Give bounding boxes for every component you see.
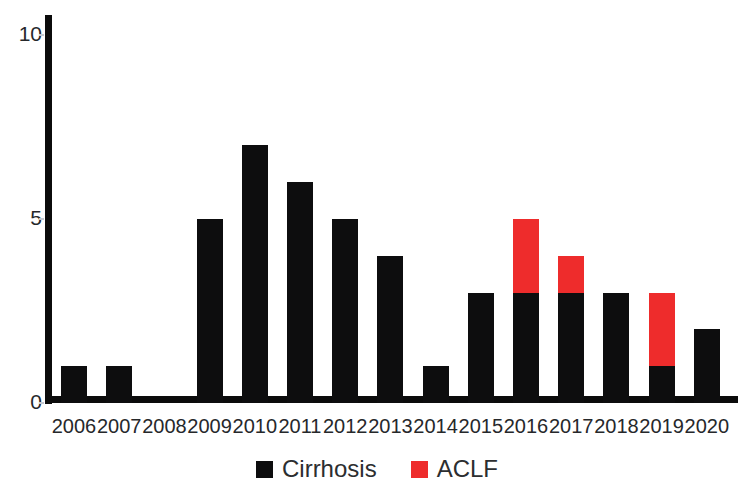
x-tick-label-2019: 2019 <box>639 414 684 438</box>
x-tick-label-2017: 2017 <box>549 414 594 438</box>
x-tick-label-2018: 2018 <box>594 414 639 438</box>
y-tick-mark-10 <box>39 34 44 36</box>
y-tick-mark-5 <box>39 218 44 220</box>
bar-2007 <box>106 366 132 403</box>
bar-2017 <box>558 256 584 403</box>
x-tick-label-2008: 2008 <box>142 414 187 438</box>
bar-2015 <box>468 293 494 403</box>
x-tick-label-2007: 2007 <box>97 414 142 438</box>
bar-2013 <box>377 256 403 403</box>
x-tick-label-2006: 2006 <box>51 414 96 438</box>
x-tick-label-2010: 2010 <box>232 414 277 438</box>
bar-segment-aclf-2017 <box>558 256 584 293</box>
legend-item-cirrhosis: Cirrhosis <box>256 455 377 483</box>
bar-2012 <box>332 219 358 403</box>
x-tick-label-2014: 2014 <box>413 414 458 438</box>
bar-segment-aclf-2016 <box>513 219 539 293</box>
legend-label-cirrhosis: Cirrhosis <box>282 455 377 483</box>
x-tick-label-2009: 2009 <box>187 414 232 438</box>
bar-2011 <box>287 182 313 403</box>
x-tick-label-2015: 2015 <box>458 414 503 438</box>
bar-2020 <box>694 329 720 403</box>
bar-2016 <box>513 219 539 403</box>
bar-2006 <box>61 366 87 403</box>
bar-2010 <box>242 145 268 403</box>
y-axis-line <box>45 15 52 404</box>
x-tick-label-2012: 2012 <box>323 414 368 438</box>
y-tick-label-10: 10 <box>0 22 42 46</box>
x-tick-label-2013: 2013 <box>368 414 413 438</box>
bar-2009 <box>197 219 223 403</box>
aclf-swatch <box>411 461 428 478</box>
legend-item-aclf: ACLF <box>411 455 498 483</box>
x-tick-label-2016: 2016 <box>503 414 548 438</box>
bar-2018 <box>603 293 629 403</box>
y-tick-label-0: 0 <box>0 390 42 414</box>
bar-2019 <box>649 293 675 403</box>
bar-segment-aclf-2019 <box>649 293 675 367</box>
x-tick-label-2011: 2011 <box>277 414 322 438</box>
legend: Cirrhosis ACLF <box>0 453 754 485</box>
chart-figure: 0510 20062007200820092010201120122013201… <box>0 0 754 491</box>
y-tick-mark-0 <box>39 402 44 404</box>
bar-2014 <box>423 366 449 403</box>
y-tick-label-5: 5 <box>0 206 42 230</box>
cirrhosis-swatch <box>256 461 273 478</box>
x-tick-label-2020: 2020 <box>684 414 729 438</box>
legend-label-aclf: ACLF <box>437 455 498 483</box>
